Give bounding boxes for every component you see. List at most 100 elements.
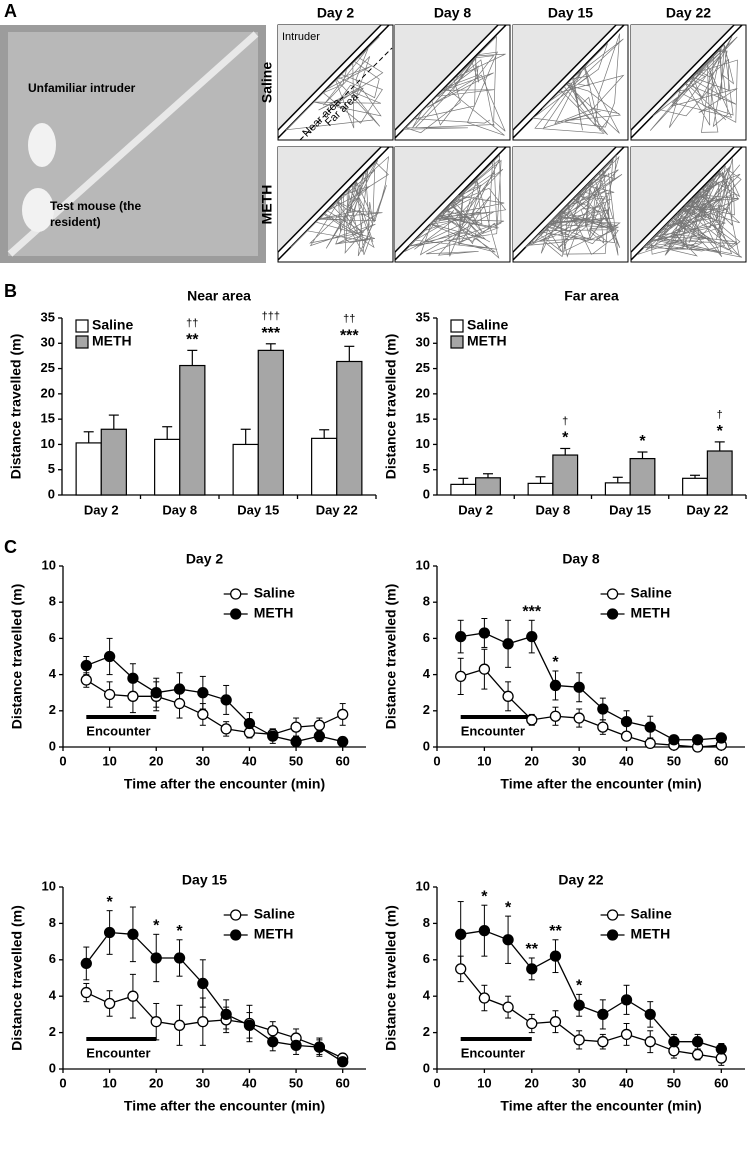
legend-label: METH (92, 333, 132, 349)
marker (502, 638, 514, 650)
marker (644, 721, 656, 733)
marker (478, 992, 491, 1004)
marker (573, 681, 585, 693)
y-tick-label: 15 (41, 411, 55, 426)
x-tick-label: 30 (572, 753, 586, 768)
arena-divider (277, 24, 382, 131)
encounter-label: Encounter (461, 1045, 525, 1060)
bar (475, 477, 501, 496)
marker (243, 717, 256, 730)
bar (552, 454, 579, 496)
marker (103, 926, 116, 939)
marker (173, 1019, 186, 1031)
y-tick-label: 0 (49, 1060, 56, 1075)
y-tick-label: 35 (41, 309, 55, 324)
trajectory (525, 154, 623, 258)
arena-divider (512, 24, 625, 139)
trajectory (285, 36, 384, 131)
y-axis-label: Distance travelled (m) (8, 334, 24, 480)
y-tick-label: 25 (41, 360, 55, 375)
marker (220, 723, 232, 735)
legend-marker (606, 909, 619, 921)
marker (691, 734, 704, 746)
marker (220, 694, 232, 706)
x-tick-label: 40 (619, 753, 633, 768)
significance: * (153, 918, 160, 935)
legend-swatch (450, 335, 464, 349)
row-title: METH (259, 185, 275, 225)
y-tick-label: 20 (416, 385, 430, 400)
marker (455, 963, 467, 975)
legend-swatch (75, 335, 89, 349)
marker (597, 1008, 609, 1021)
y-tick-label: 30 (41, 335, 55, 350)
marker (620, 716, 633, 728)
marker (127, 928, 139, 940)
x-tick-label: Day 22 (686, 502, 728, 517)
marker (197, 977, 209, 990)
marker (597, 703, 609, 715)
encounter-label: Encounter (86, 1045, 150, 1060)
trajectory (290, 156, 389, 257)
legend-label: METH (631, 926, 671, 942)
marker (715, 1043, 727, 1055)
y-tick-label: 8 (423, 915, 430, 930)
marker (313, 1041, 326, 1053)
legend-label: Saline (631, 906, 672, 922)
significance: * (562, 430, 569, 447)
photo-text: Test mouse (the resident) (50, 199, 142, 229)
y-tick-label: 25 (416, 360, 430, 375)
legend-label: METH (467, 333, 507, 349)
significance: * (552, 654, 559, 671)
significance: † (717, 409, 723, 421)
legend-label: METH (631, 605, 671, 621)
marker (197, 1016, 209, 1028)
arena-divider (512, 24, 617, 131)
y-tick-label: 4 (423, 666, 431, 681)
marker (80, 986, 92, 999)
significance: †† (343, 313, 355, 325)
significance: * (717, 423, 724, 440)
marker (267, 1036, 279, 1048)
significance: †† (186, 317, 198, 329)
marker (243, 1019, 256, 1031)
x-tick-label: 10 (102, 753, 116, 768)
chart-title: Day 22 (558, 872, 603, 888)
marker (549, 679, 562, 692)
x-tick-label: 50 (289, 1075, 303, 1090)
legend-marker (606, 608, 619, 620)
x-tick-label: Day 15 (609, 502, 651, 517)
legend-label: Saline (254, 906, 295, 922)
marker (502, 934, 514, 946)
significance: ** (186, 332, 199, 349)
x-tick-label: Day 8 (162, 502, 197, 517)
x-tick-label: 60 (335, 1075, 349, 1090)
marker (197, 687, 209, 699)
legend-label: Saline (92, 317, 133, 333)
photo-resident (22, 188, 54, 232)
bar (682, 477, 708, 496)
bar (527, 482, 554, 496)
marker (573, 1034, 585, 1046)
significance: † (562, 415, 568, 427)
x-tick-label: 60 (714, 1075, 728, 1090)
marker (220, 1008, 232, 1021)
bar (629, 457, 656, 496)
y-tick-label: 4 (49, 988, 57, 1003)
x-tick-label: 20 (149, 753, 163, 768)
y-tick-label: 8 (423, 594, 430, 609)
marker (549, 1016, 562, 1028)
marker (80, 659, 92, 672)
legend-marker (230, 608, 242, 620)
legend-swatch (75, 319, 89, 333)
x-tick-label: 50 (667, 753, 681, 768)
zone-label: Intruder (282, 31, 320, 43)
legend-label: Saline (631, 585, 672, 601)
y-tick-label: 35 (416, 309, 430, 324)
marker (103, 997, 116, 1010)
significance: * (176, 923, 183, 940)
chart-title: Day 15 (182, 872, 227, 888)
significance: * (576, 978, 583, 995)
marker (691, 1048, 704, 1061)
x-tick-label: 20 (525, 753, 539, 768)
